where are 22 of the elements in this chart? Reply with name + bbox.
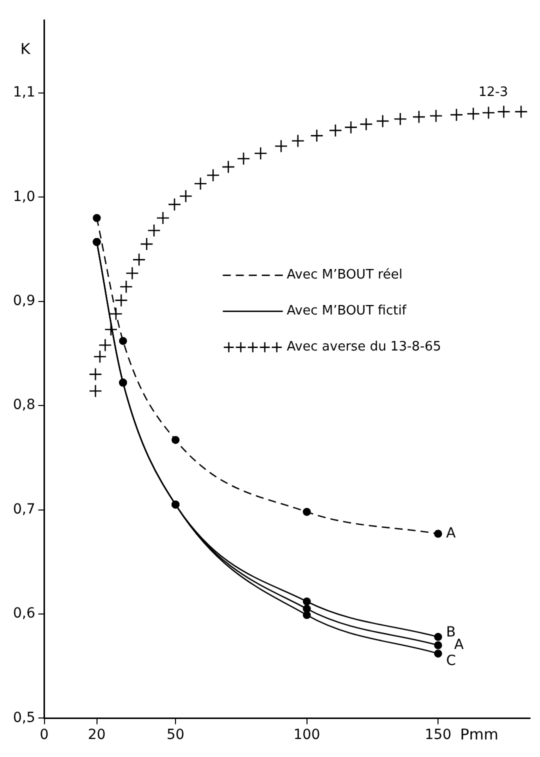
legend-label: Avec M’BOUT réel — [286, 268, 402, 283]
x-tick-label: 50 — [166, 727, 184, 744]
annotation: 12-3 — [478, 84, 508, 100]
legend-label: Avec M’BOUT fictif — [286, 304, 407, 319]
annotation: C — [446, 653, 456, 670]
x-axis-title: Pmm — [460, 726, 498, 744]
y-tick-label: 0,8 — [13, 397, 36, 414]
x-tick-label: 150 — [424, 727, 452, 744]
y-tick-label: 0,7 — [13, 501, 36, 518]
annotation: B — [446, 624, 456, 641]
y-tick-label: 1,0 — [13, 188, 36, 205]
legend-label: Avec averse du 13-8-65 — [286, 340, 442, 355]
y-tick-label: 0,9 — [13, 293, 36, 310]
annotation: A — [446, 525, 456, 542]
annotation: A — [454, 636, 464, 653]
x-tick-label: 0 — [40, 727, 49, 744]
x-tick-label: 100 — [293, 727, 320, 744]
y-tick-label: 0,6 — [13, 606, 36, 622]
y-tick-label: 1,1 — [13, 84, 36, 101]
y-axis-title: K — [20, 40, 32, 58]
x-tick-label: 20 — [88, 727, 106, 744]
y-tick-label: 0,5 — [13, 710, 36, 726]
